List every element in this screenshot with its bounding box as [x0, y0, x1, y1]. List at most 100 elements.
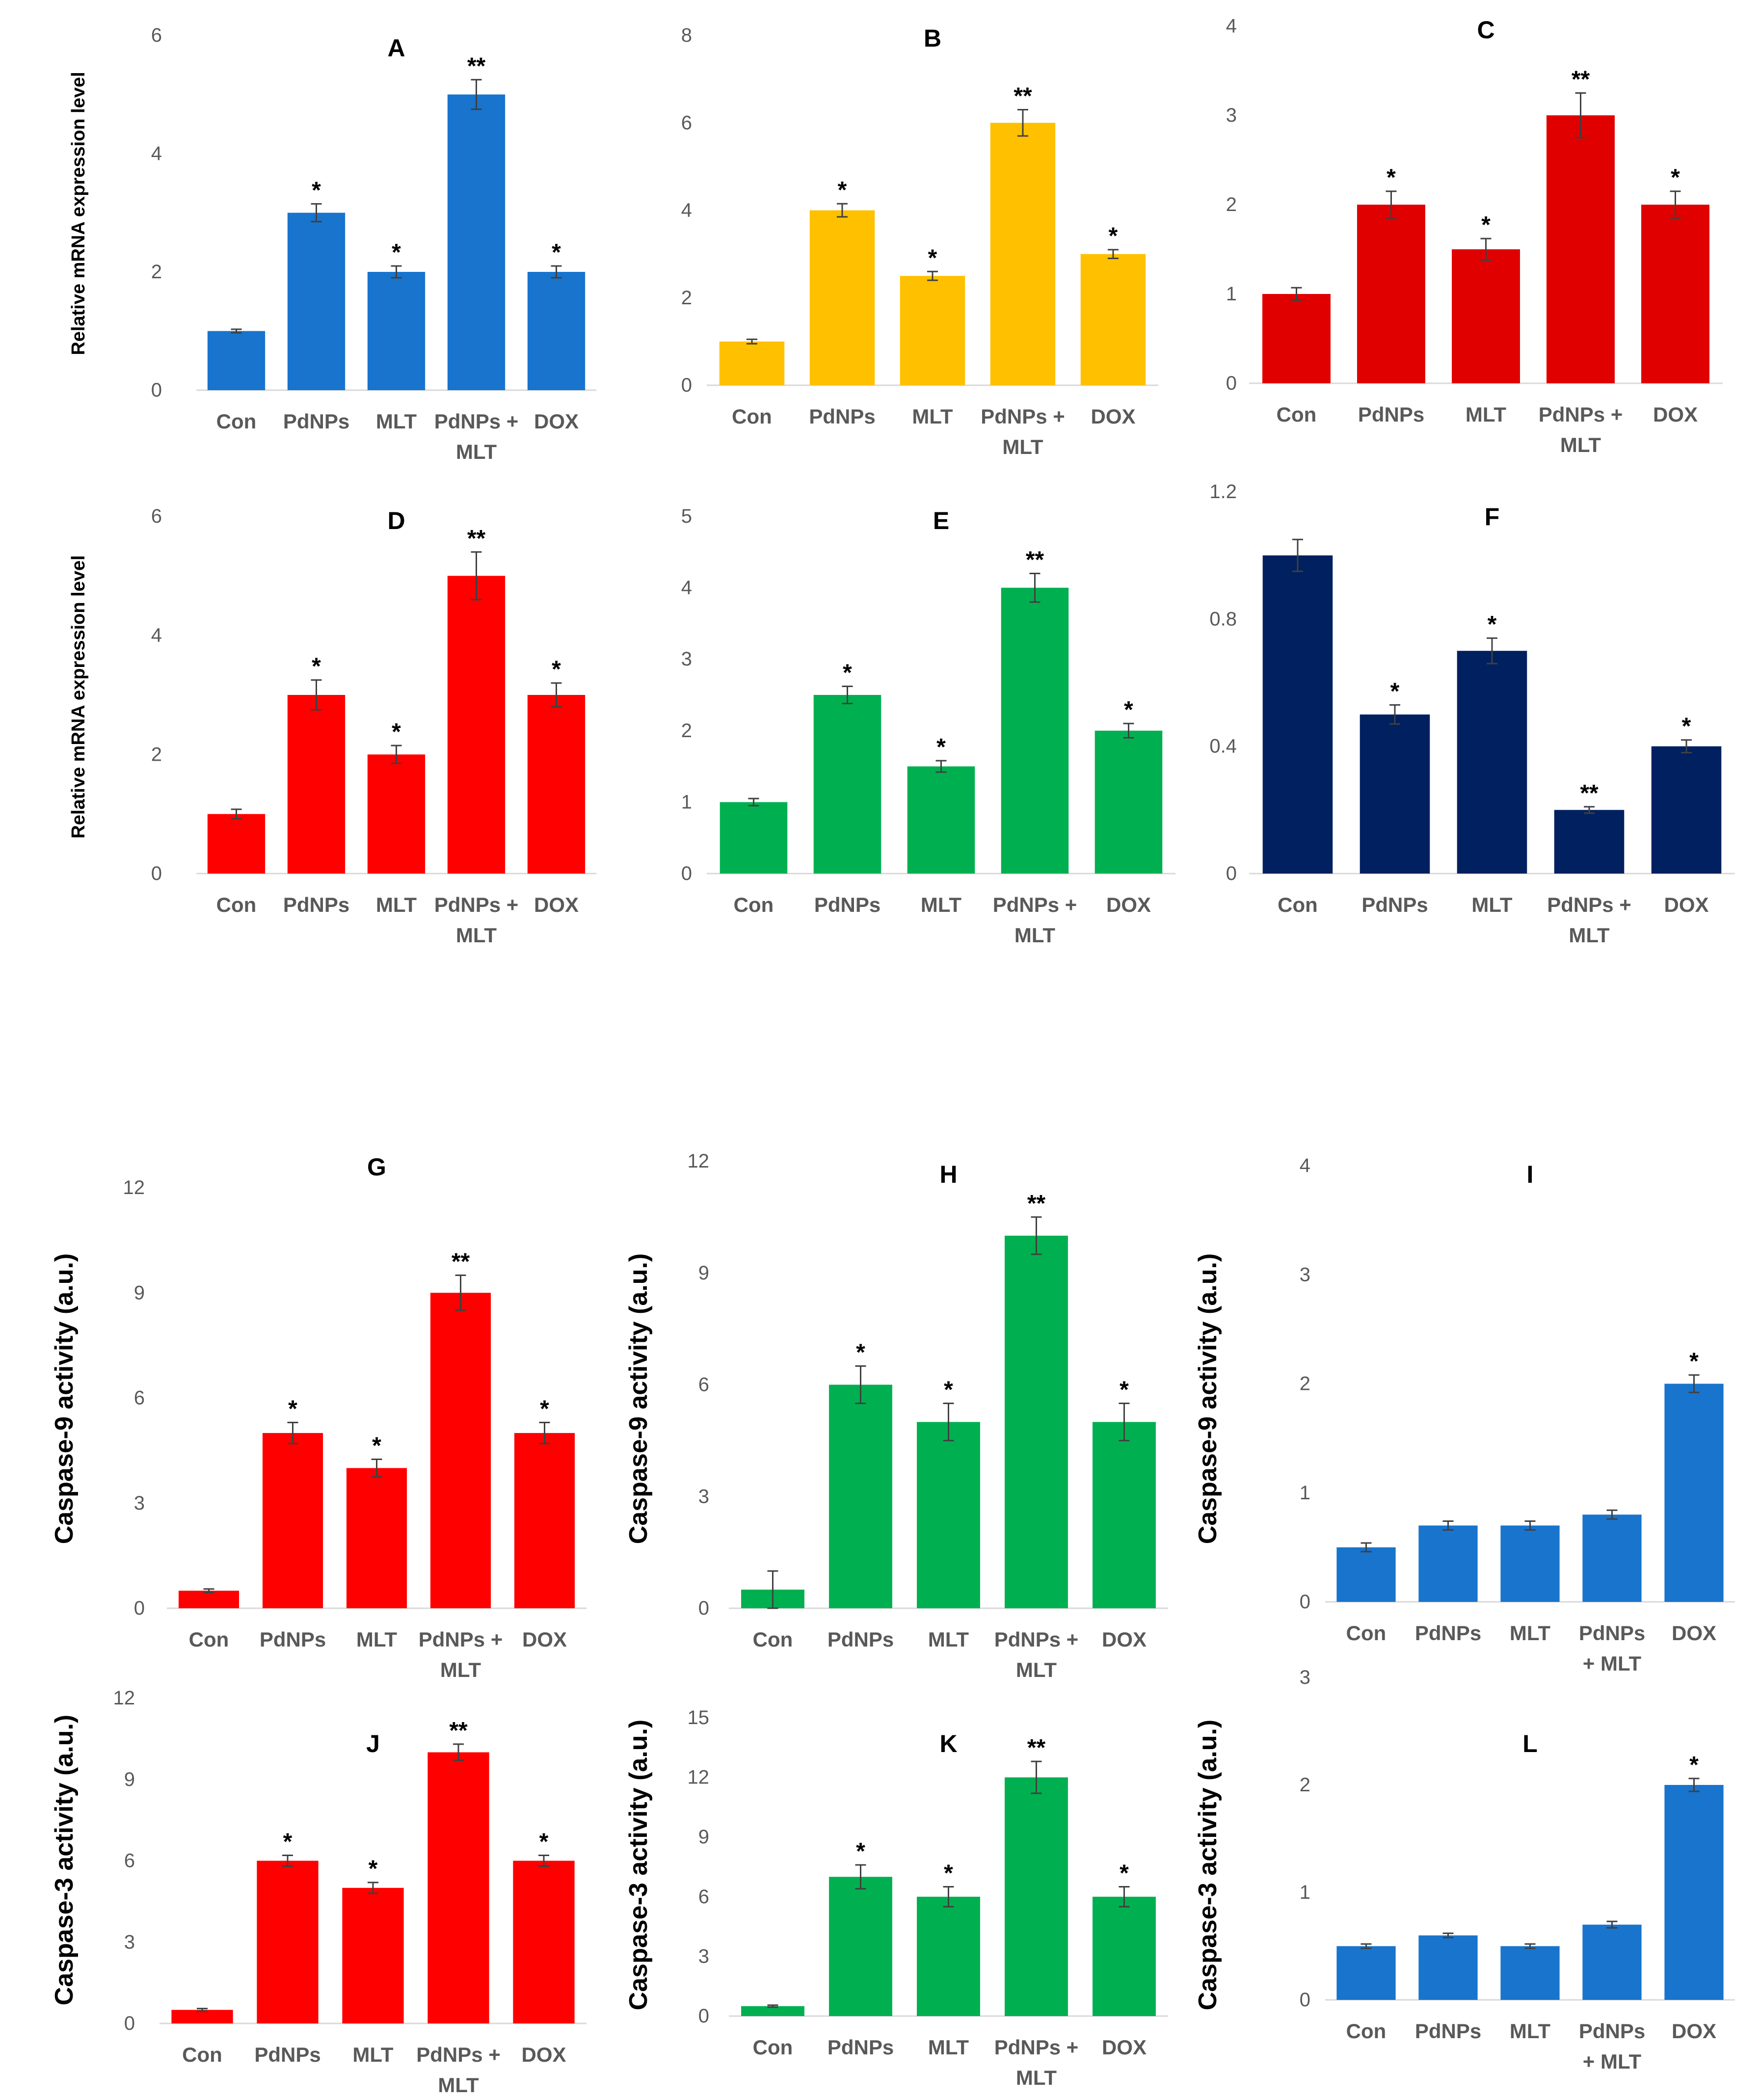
x-category-label: PdNPs +: [434, 893, 519, 916]
x-category-label: PdNPs: [1415, 1622, 1481, 1645]
y-tick-label: 3: [124, 1931, 135, 1953]
bar: [809, 210, 875, 385]
y-tick-label: 2: [681, 287, 692, 309]
bar: [917, 1896, 980, 2016]
x-category-label: DOX: [534, 410, 579, 433]
bar: [1336, 1946, 1396, 2000]
bar: [171, 2010, 233, 2023]
significance-marker: *: [552, 239, 561, 266]
panel-title: H: [939, 1161, 957, 1188]
bar: [1262, 555, 1333, 874]
panel-title: C: [1477, 16, 1494, 44]
x-category-label: MLT: [1002, 435, 1043, 458]
bar: [1360, 714, 1430, 874]
y-tick-label: 2: [1300, 1774, 1310, 1796]
y-axis-label: Relative mRNA expression level: [68, 555, 89, 838]
bar: [907, 766, 975, 874]
bar: [1457, 651, 1527, 874]
y-tick-label: 0: [1300, 1591, 1310, 1613]
significance-marker: **: [1572, 67, 1590, 93]
x-category-label: DOX: [1672, 1622, 1716, 1645]
x-category-label: PdNPs +: [434, 410, 519, 433]
x-category-label: PdNPs +: [994, 2036, 1079, 2059]
x-category-label: Con: [753, 1628, 793, 1651]
bar: [1582, 1924, 1642, 2000]
significance-marker: *: [1689, 1349, 1699, 1375]
x-category-label: MLT: [921, 893, 962, 916]
x-category-label: DOX: [1091, 405, 1135, 428]
panel-title: J: [366, 1730, 380, 1757]
bar: [719, 341, 785, 385]
chart-panel-d: D 0 2 4 6 Con * PdNPs * MLT ** PdNPs + MLT * DOX Relati…: [68, 505, 596, 947]
y-axis-label: Relative mRNA expression level: [68, 72, 89, 355]
bar: [367, 754, 426, 874]
bar: [1262, 294, 1331, 383]
x-category-label: MLT: [1016, 2066, 1057, 2089]
panel-title: B: [924, 25, 941, 52]
bar: [1500, 1525, 1560, 1602]
y-tick-label: 4: [151, 143, 162, 164]
panel-title: I: [1527, 1161, 1534, 1188]
x-category-label: Con: [1277, 403, 1317, 426]
bar: [346, 1468, 407, 1608]
x-category-label: MLT: [356, 1628, 398, 1651]
x-category-label: PdNPs: [254, 2043, 320, 2066]
chart-panel-b: B 0 2 4 6 8 Con * PdNPs * MLT ** PdNPs + MLT * DOX: [681, 25, 1158, 458]
y-tick-label: 1: [1300, 1482, 1310, 1504]
bar: [829, 1384, 892, 1608]
significance-marker: *: [944, 1861, 953, 1887]
chart-panel-j: J 0 3 6 9 12 Con * PdNPs * MLT ** PdNPs + MLT * DOX Casp…: [50, 1687, 587, 2097]
x-category-label: PdNPs +: [993, 893, 1077, 916]
panel-title: A: [387, 34, 405, 62]
panel-title: G: [367, 1153, 386, 1181]
y-tick-label: 4: [151, 625, 162, 646]
significance-marker: *: [552, 657, 561, 683]
bar: [207, 814, 266, 874]
bar: [829, 1877, 892, 2016]
x-category-label: MLT: [376, 410, 417, 433]
x-category-label: MLT: [928, 2036, 969, 2059]
x-category-label: PdNPs +: [1547, 893, 1631, 916]
panel-title: F: [1485, 503, 1500, 531]
x-category-label: PdNPs +: [981, 405, 1065, 428]
y-tick-label: 3: [1226, 105, 1237, 126]
y-tick-label: 4: [681, 577, 692, 599]
chart-panel-a: A 0 2 4 6 Con * PdNPs * MLT ** PdNPs + MLT * DOX Relati…: [68, 25, 596, 463]
y-tick-label: 9: [698, 1262, 709, 1284]
chart-panel-c: C 0 1 2 3 4 Con * PdNPs * MLT ** PdNPs + MLT * DOX: [1226, 15, 1723, 456]
bar: [447, 94, 506, 390]
y-tick-label: 2: [151, 744, 162, 765]
bar: [1664, 1383, 1724, 1602]
y-tick-label: 15: [688, 1707, 710, 1728]
x-category-label: MLT: [928, 1628, 969, 1651]
x-category-label: MLT: [352, 2043, 394, 2066]
x-category-label: Con: [1346, 2020, 1387, 2043]
x-category-label: MLT: [1014, 924, 1056, 947]
bar: [342, 1887, 404, 2023]
bar: [514, 1433, 575, 1608]
bar: [1357, 205, 1425, 383]
bar: [990, 123, 1056, 385]
significance-marker: **: [1013, 83, 1032, 109]
x-category-label: MLT: [456, 924, 497, 947]
significance-marker: *: [539, 1829, 549, 1855]
significance-marker: *: [1481, 212, 1491, 238]
chart-panel-l: L 0 1 2 3 Con PdNPs MLT PdNPs + MLT * DOX Caspase-3 …: [1194, 1667, 1735, 2073]
significance-marker: **: [1580, 780, 1599, 806]
y-tick-label: 0: [134, 1597, 145, 1619]
y-tick-label: 0: [681, 374, 692, 396]
bar: [1664, 1785, 1724, 2000]
bar: [430, 1293, 491, 1608]
bar: [1418, 1525, 1478, 1602]
y-tick-label: 1: [1300, 1882, 1310, 1903]
y-axis-label: Caspase-3 activity (a.u.): [624, 1720, 653, 2010]
significance-marker: *: [312, 177, 321, 203]
panel-title: E: [933, 507, 949, 534]
y-tick-label: 0: [124, 2013, 135, 2034]
significance-marker: **: [1027, 1735, 1046, 1761]
panel-title: L: [1522, 1730, 1538, 1757]
bar: [900, 276, 965, 385]
significance-marker: *: [392, 719, 401, 745]
y-tick-label: 6: [698, 1886, 709, 1908]
bar: [1005, 1235, 1068, 1608]
